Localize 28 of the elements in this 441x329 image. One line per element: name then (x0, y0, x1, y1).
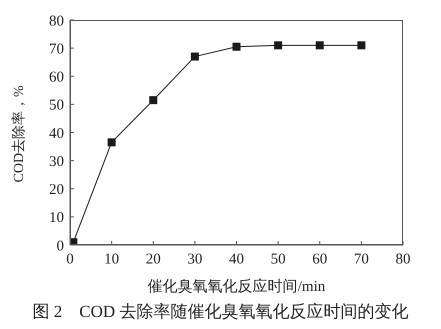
y-tick-label: 10 (49, 210, 64, 226)
y-axis-title: COD去除率，% (10, 84, 27, 182)
x-tick-label: 70 (354, 252, 369, 268)
y-tick-label: 30 (49, 154, 64, 170)
text: 图 2 COD 去除率随催化臭氧氧化反应时间的变化 (32, 301, 410, 323)
x-tick-label: 30 (187, 252, 202, 268)
x-tick-label: 10 (104, 252, 120, 268)
x-tick-label: 50 (270, 252, 286, 268)
point (190, 52, 199, 61)
x-axis-title: 催化臭氧氧化反应时间/min (148, 278, 326, 295)
point (149, 96, 158, 104)
point (357, 41, 366, 50)
point (316, 41, 324, 50)
x-tick-label: 0 (66, 252, 74, 268)
point (274, 41, 282, 50)
y-tick-label: 60 (49, 70, 64, 86)
y-tick-label: 20 (49, 182, 64, 198)
y-tick-label: 0 (56, 238, 64, 254)
x-tick-label: 60 (312, 252, 328, 268)
x-tick-label: 40 (229, 252, 244, 268)
y-tick-label: 40 (49, 126, 64, 142)
point (108, 138, 116, 146)
x-tick-label: 80 (396, 252, 410, 268)
x-tick-label: 20 (146, 252, 161, 268)
y-tick-label: 80 (49, 13, 64, 30)
point (232, 42, 240, 51)
y-tick-label: 50 (49, 98, 64, 114)
y-tick-label: 70 (49, 41, 64, 58)
